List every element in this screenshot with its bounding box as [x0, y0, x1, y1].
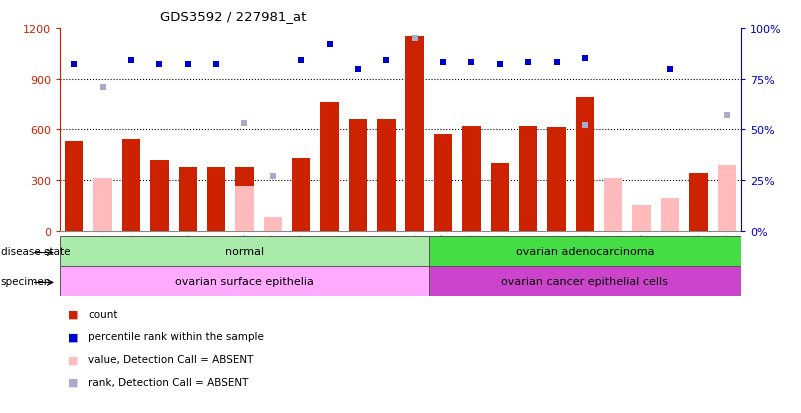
Bar — [429, 237, 741, 266]
Bar — [264, 218, 282, 231]
Bar — [235, 187, 254, 231]
Bar — [604, 179, 622, 231]
Bar — [689, 174, 707, 231]
Bar — [320, 103, 339, 231]
Text: count: count — [88, 309, 118, 319]
Text: ovarian cancer epithelial cells: ovarian cancer epithelial cells — [501, 276, 668, 286]
Bar — [348, 120, 367, 231]
Bar — [490, 164, 509, 231]
Text: GDS3592 / 227981_at: GDS3592 / 227981_at — [160, 10, 307, 23]
Bar — [519, 127, 537, 231]
Bar — [150, 160, 168, 231]
Bar — [60, 266, 429, 296]
Bar — [429, 266, 741, 296]
Bar — [179, 167, 197, 231]
Text: disease state: disease state — [1, 247, 70, 256]
Text: ■: ■ — [68, 354, 78, 364]
Bar — [122, 139, 140, 231]
Text: normal: normal — [225, 247, 264, 256]
Text: rank, Detection Call = ABSENT: rank, Detection Call = ABSENT — [88, 377, 248, 387]
Text: ■: ■ — [68, 332, 78, 342]
Bar — [60, 237, 429, 266]
Text: ■: ■ — [68, 377, 78, 387]
Bar — [377, 120, 396, 231]
Bar — [207, 168, 225, 231]
Bar — [65, 142, 83, 231]
Text: percentile rank within the sample: percentile rank within the sample — [88, 332, 264, 342]
Bar — [292, 159, 311, 231]
Text: ovarian surface epithelia: ovarian surface epithelia — [175, 276, 314, 286]
Bar — [661, 198, 679, 231]
Bar — [94, 179, 112, 231]
Text: ■: ■ — [68, 309, 78, 319]
Bar — [462, 127, 481, 231]
Text: ovarian adenocarcinoma: ovarian adenocarcinoma — [516, 247, 654, 256]
Bar — [576, 98, 594, 231]
Text: specimen: specimen — [1, 276, 51, 286]
Bar — [434, 135, 453, 231]
Bar — [718, 166, 736, 231]
Bar — [235, 168, 254, 231]
Bar — [405, 37, 424, 231]
Bar — [633, 206, 651, 231]
Bar — [547, 128, 566, 231]
Text: value, Detection Call = ABSENT: value, Detection Call = ABSENT — [88, 354, 253, 364]
